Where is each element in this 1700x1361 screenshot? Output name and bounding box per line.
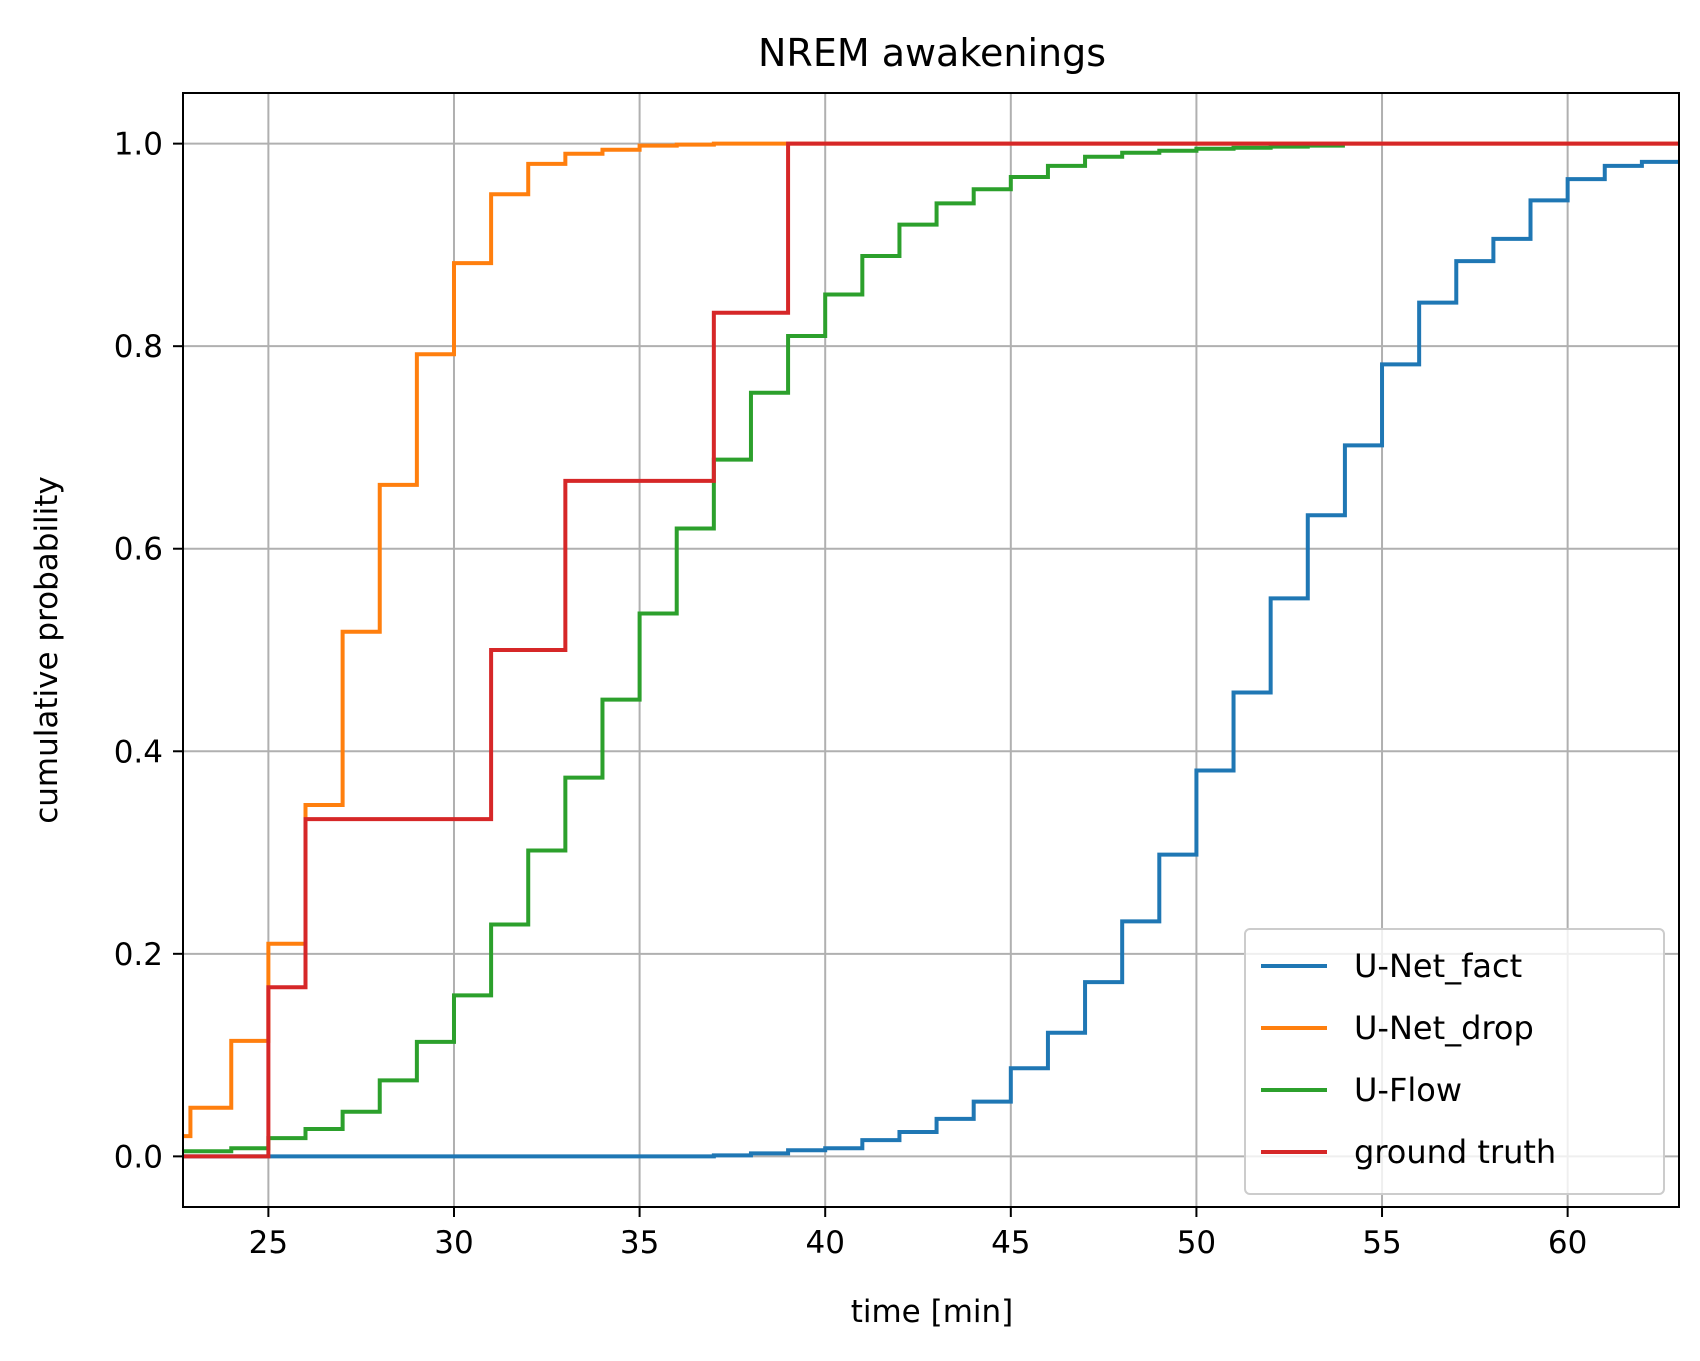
y-axis-label: cumulative probability [29, 476, 65, 824]
x-axis-label: time [min] [851, 1294, 1014, 1330]
x-tick-label: 45 [991, 1225, 1030, 1261]
legend-label-ground-truth: ground truth [1354, 1133, 1556, 1171]
legend-box [1244, 928, 1665, 1195]
series-line-ground-truth [183, 141, 1679, 1159]
x-tick-label: 35 [620, 1225, 659, 1261]
x-tick-label: 40 [805, 1225, 844, 1261]
y-tick-label: 0.6 [114, 532, 163, 568]
x-tick-label: 55 [1362, 1225, 1401, 1261]
y-tick-label: 0.2 [114, 937, 163, 973]
x-tick-label: 25 [249, 1225, 288, 1261]
x-tick-label: 30 [434, 1225, 473, 1261]
legend-label-u-net-fact: U-Net_fact [1354, 947, 1522, 985]
legend-label-u-net-drop: U-Net_drop [1354, 1009, 1534, 1047]
legend-label-u-flow: U-Flow [1354, 1071, 1462, 1109]
series-line-u-net-fact [183, 159, 1679, 1159]
legend: U-Net_fact U-Net_drop U-Flow ground truth [1244, 928, 1665, 1195]
y-tick-label: 0.4 [114, 734, 163, 770]
x-tick-label: 60 [1548, 1225, 1587, 1261]
y-tick-label: 0.0 [114, 1139, 163, 1175]
y-tick-label: 0.8 [114, 329, 163, 365]
y-tick-label: 1.0 [114, 127, 163, 163]
chart-title: NREM awakenings [758, 31, 1106, 75]
x-tick-label: 50 [1177, 1225, 1216, 1261]
axis-ticks: 25 30 35 40 45 50 55 60 0.0 0.2 0.4 0.6 0.8 1.0 [114, 127, 1588, 1261]
series-line-u-flow [183, 143, 1345, 1154]
plot-area-frame [182, 92, 1680, 1208]
series-lines [183, 141, 1679, 1159]
